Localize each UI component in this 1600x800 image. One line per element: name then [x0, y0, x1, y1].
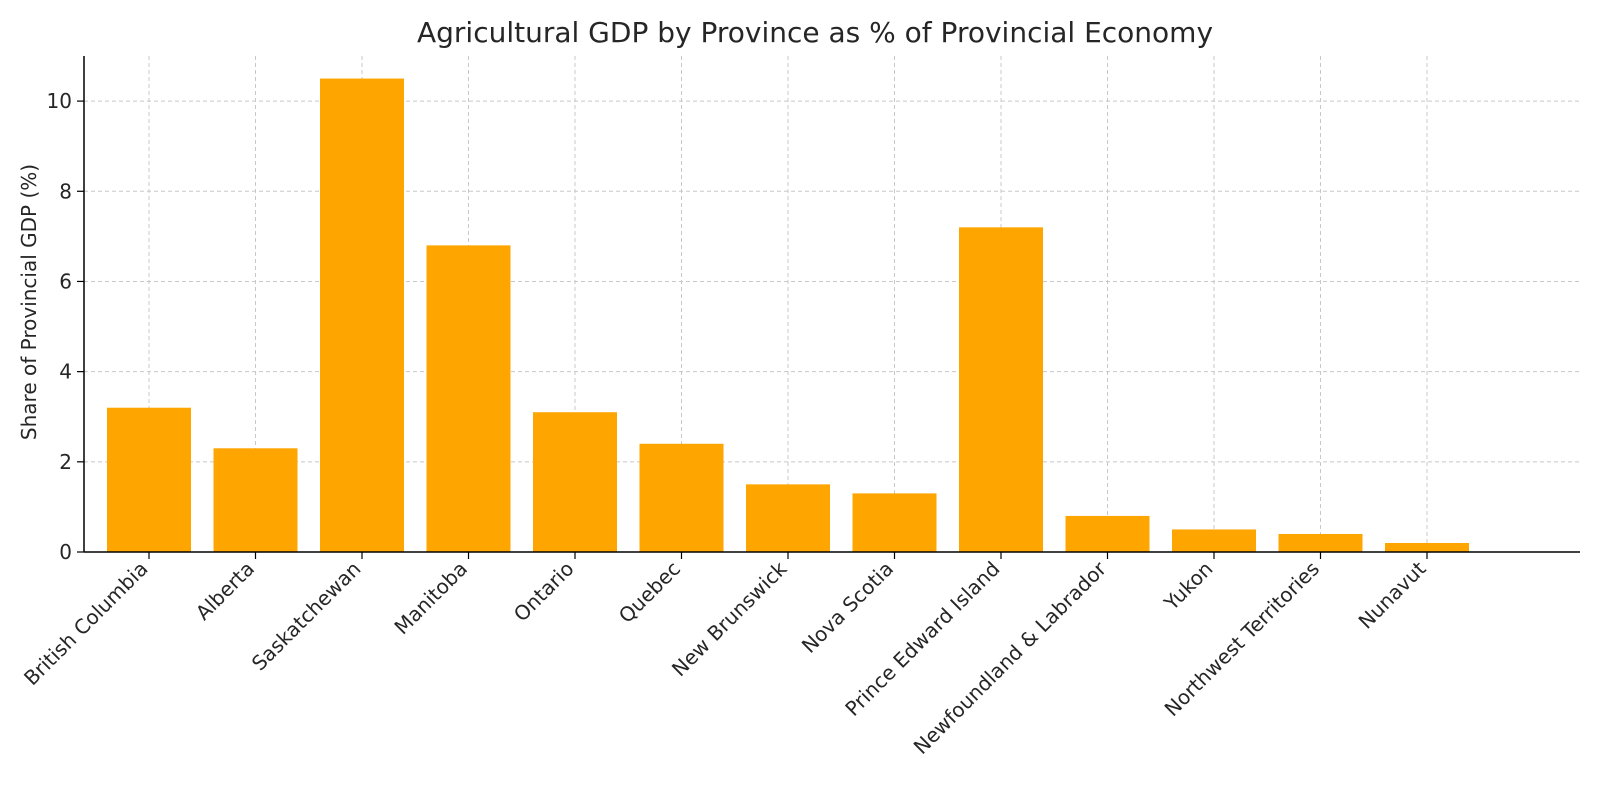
- x-tick-label: British Columbia: [19, 557, 152, 690]
- bar: [533, 412, 617, 552]
- ticks-layer: 0 2 4 6 8 10 British Columbia AlbertaSaskatchew…: [19, 89, 1431, 759]
- y-tick-label: 8: [59, 179, 72, 203]
- x-tick-label: Newfoundland & Labrador: [909, 556, 1112, 759]
- y-tick-label: 2: [59, 450, 72, 474]
- y-tick-label: 6: [59, 269, 72, 293]
- bar: [746, 484, 830, 552]
- bar: [426, 245, 511, 552]
- bars-layer: [107, 78, 1469, 552]
- chart-title: Agricultural GDP by Province as % of Pro…: [417, 16, 1213, 49]
- bar: [639, 443, 724, 552]
- x-tick-label: Nova Scotia: [797, 557, 898, 658]
- x-tick-label: Alberta: [191, 557, 259, 625]
- x-tick-label: Ontario: [509, 557, 579, 627]
- bar: [320, 78, 404, 552]
- y-tick-label: 0: [59, 540, 72, 564]
- axes-layer: [83, 56, 1580, 553]
- grid-layer: [84, 56, 1580, 553]
- x-tick-label: Yukon: [1159, 557, 1218, 616]
- bar: [1278, 533, 1363, 552]
- bar: [1065, 515, 1150, 552]
- bar: [213, 448, 298, 552]
- x-tick-label: Saskatchewan: [247, 557, 366, 676]
- x-tick-label: Manitoba: [389, 557, 472, 640]
- bar: [1385, 542, 1469, 552]
- y-axis-label: Share of Provincial GDP (%): [17, 164, 41, 440]
- bar: [107, 407, 191, 552]
- bar: [959, 227, 1043, 552]
- bar: [852, 493, 937, 552]
- y-tick-label: 4: [59, 360, 72, 384]
- y-tick-label: 10: [47, 89, 72, 113]
- x-tick-label: Quebec: [614, 557, 685, 628]
- x-tick-label: Nunavut: [1354, 556, 1431, 633]
- bar: [1172, 529, 1256, 552]
- x-tick-label: New Brunswick: [667, 556, 792, 681]
